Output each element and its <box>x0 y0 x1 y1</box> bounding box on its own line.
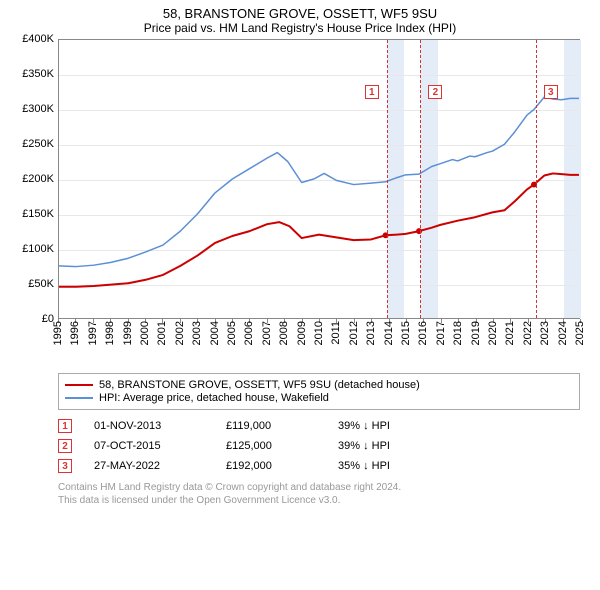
footer-line-2: This data is licensed under the Open Gov… <box>58 495 580 508</box>
x-axis-labels: 1995199619971998199920002001200220032004… <box>58 321 580 369</box>
x-tick-label: 2004 <box>209 321 221 345</box>
x-tick-label: 2020 <box>487 321 499 345</box>
footer-attribution: Contains HM Land Registry data © Crown c… <box>58 482 580 507</box>
y-tick-label: £200K <box>22 173 54 185</box>
y-tick-label: £50K <box>28 278 54 290</box>
y-tick-label: £100K <box>22 243 54 255</box>
x-tick-label: 1996 <box>69 321 81 345</box>
chart-area: £0£50K£100K£150K£200K£250K£300K£350K£400… <box>10 39 590 369</box>
transaction-date: 07-OCT-2015 <box>94 440 204 452</box>
x-tick-label: 2021 <box>504 321 516 345</box>
event-marker: 3 <box>544 85 558 99</box>
event-marker: 2 <box>428 85 442 99</box>
x-tick-label: 2015 <box>400 321 412 345</box>
transaction-date: 27-MAY-2022 <box>94 460 204 472</box>
x-tick-label: 2002 <box>174 321 186 345</box>
x-tick-label: 2012 <box>348 321 360 345</box>
transaction-price: £119,000 <box>226 420 316 432</box>
x-tick-label: 2017 <box>435 321 447 345</box>
legend-box: 58, BRANSTONE GROVE, OSSETT, WF5 9SU (de… <box>58 373 580 410</box>
x-tick-label: 2007 <box>261 321 273 345</box>
transaction-price: £125,000 <box>226 440 316 452</box>
x-tick-label: 2009 <box>296 321 308 345</box>
transaction-marker: 3 <box>58 459 72 473</box>
legend-item: HPI: Average price, detached house, Wake… <box>65 392 573 404</box>
y-tick-label: £250K <box>22 138 54 150</box>
x-tick-label: 2023 <box>539 321 551 345</box>
event-line <box>420 40 421 318</box>
x-tick-label: 2005 <box>226 321 238 345</box>
x-tick-label: 2010 <box>313 321 325 345</box>
series-hpi <box>59 97 579 267</box>
footer-line-1: Contains HM Land Registry data © Crown c… <box>58 482 580 495</box>
x-tick-label: 2008 <box>278 321 290 345</box>
x-tick-label: 2024 <box>557 321 569 345</box>
x-tick-label: 2014 <box>383 321 395 345</box>
y-tick-label: £350K <box>22 68 54 80</box>
y-tick-label: £150K <box>22 208 54 220</box>
legend-item: 58, BRANSTONE GROVE, OSSETT, WF5 9SU (de… <box>65 379 573 391</box>
event-marker: 1 <box>365 85 379 99</box>
plot-area: 1 2 3 <box>58 39 580 319</box>
legend-swatch <box>65 384 93 386</box>
x-tick-label: 1995 <box>52 321 64 345</box>
chart-title: 58, BRANSTONE GROVE, OSSETT, WF5 9SU <box>10 6 590 21</box>
x-tick-label: 2016 <box>417 321 429 345</box>
x-tick-label: 2000 <box>139 321 151 345</box>
legend-label: HPI: Average price, detached house, Wake… <box>99 392 329 404</box>
x-tick-label: 2019 <box>470 321 482 345</box>
y-axis-labels: £0£50K£100K£150K£200K£250K£300K£350K£400… <box>10 39 58 319</box>
x-tick-label: 2025 <box>574 321 586 345</box>
y-tick-label: £300K <box>22 103 54 115</box>
legend-swatch <box>65 397 93 399</box>
y-tick-label: £400K <box>22 33 54 45</box>
series-property <box>59 173 579 286</box>
event-line <box>387 40 388 318</box>
x-tick-label: 1999 <box>122 321 134 345</box>
x-tick-label: 2022 <box>522 321 534 345</box>
transaction-pct-vs-hpi: 35% ↓ HPI <box>338 460 390 472</box>
transaction-row: 1 01-NOV-2013 £119,000 39% ↓ HPI <box>58 416 580 436</box>
x-tick-label: 2011 <box>330 321 342 345</box>
x-tick-label: 2001 <box>156 321 168 345</box>
transaction-pct-vs-hpi: 39% ↓ HPI <box>338 440 390 452</box>
hpi-chart-card: 58, BRANSTONE GROVE, OSSETT, WF5 9SU Pri… <box>0 0 600 511</box>
transaction-pct-vs-hpi: 39% ↓ HPI <box>338 420 390 432</box>
x-tick-label: 1998 <box>104 321 116 345</box>
legend-label: 58, BRANSTONE GROVE, OSSETT, WF5 9SU (de… <box>99 379 420 391</box>
transaction-row: 2 07-OCT-2015 £125,000 39% ↓ HPI <box>58 436 580 456</box>
x-tick-label: 1997 <box>87 321 99 345</box>
transaction-marker: 2 <box>58 439 72 453</box>
x-tick-label: 2003 <box>191 321 203 345</box>
event-line <box>536 40 537 318</box>
x-tick-label: 2013 <box>365 321 377 345</box>
chart-subtitle: Price paid vs. HM Land Registry's House … <box>10 21 590 35</box>
transaction-marker: 1 <box>58 419 72 433</box>
x-tick-label: 2006 <box>243 321 255 345</box>
transaction-row: 3 27-MAY-2022 £192,000 35% ↓ HPI <box>58 456 580 476</box>
x-tick-label: 2018 <box>452 321 464 345</box>
transaction-price: £192,000 <box>226 460 316 472</box>
series-svg <box>59 40 579 318</box>
transactions-table: 1 01-NOV-2013 £119,000 39% ↓ HPI 2 07-OCT-201… <box>58 416 580 476</box>
transaction-date: 01-NOV-2013 <box>94 420 204 432</box>
